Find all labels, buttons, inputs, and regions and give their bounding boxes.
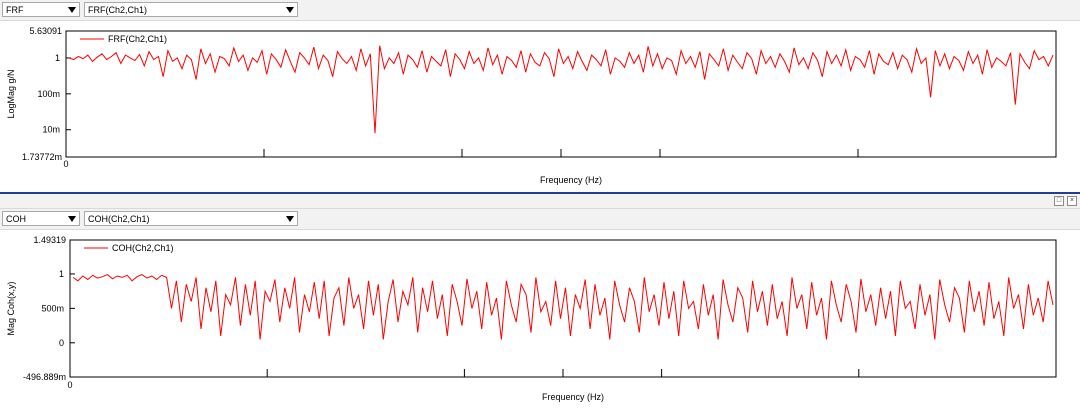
y-tick-label: 0 bbox=[59, 338, 64, 348]
y-tick-label: 100m bbox=[37, 89, 60, 99]
chevron-down-icon bbox=[68, 216, 76, 222]
y-max-label: 5.63091 bbox=[29, 26, 62, 36]
coh-plot[interactable]: 1.49319 -496.889m 1 500m 0 0 Frequency (Hz) Mag… bbox=[0, 230, 1080, 408]
close-icon: × bbox=[1069, 197, 1075, 204]
frf-function-select[interactable]: FRF bbox=[2, 2, 80, 17]
x-start-label: 0 bbox=[63, 159, 68, 169]
plot-frame bbox=[69, 239, 1057, 378]
coh-function-select-value: COH bbox=[6, 214, 26, 224]
series-line bbox=[68, 45, 1054, 134]
x-start-label: 0 bbox=[67, 380, 72, 390]
y-tick-label: 1 bbox=[59, 269, 64, 279]
chevron-down-icon bbox=[286, 216, 294, 222]
y-tick-label: 10m bbox=[42, 125, 60, 135]
x-axis-label: Frequency (Hz) bbox=[542, 392, 604, 402]
frf-plot[interactable]: 5.63091 1.73772m 1 100m 10m 0 Frequency (Hz) Lo… bbox=[0, 21, 1080, 192]
y-axis-label: LogMag g/N bbox=[6, 69, 16, 118]
restore-window-button[interactable]: □ bbox=[1054, 196, 1064, 206]
series-line bbox=[72, 274, 1054, 340]
y-tick-label: 500m bbox=[41, 303, 64, 313]
y-tick-label: 1 bbox=[55, 53, 60, 63]
legend-label: COH(Ch2,Ch1) bbox=[112, 243, 174, 253]
coh-function-select[interactable]: COH bbox=[2, 211, 80, 226]
coh-channel-select[interactable]: COH(Ch2,Ch1) bbox=[84, 211, 298, 226]
coh-channel-select-value: COH(Ch2,Ch1) bbox=[88, 214, 150, 224]
x-axis-label: Frequency (Hz) bbox=[540, 175, 602, 185]
frf-channel-select[interactable]: FRF(Ch2,Ch1) bbox=[84, 2, 298, 17]
panel-header-bar bbox=[0, 194, 1080, 209]
coh-toolbar: COH COH(Ch2,Ch1) bbox=[0, 209, 1080, 230]
y-min-label: -496.889m bbox=[23, 372, 66, 382]
plot-frame bbox=[65, 30, 1057, 158]
restore-icon: □ bbox=[1056, 197, 1062, 204]
y-min-label: 1.73772m bbox=[22, 152, 62, 162]
legend-label: FRF(Ch2,Ch1) bbox=[108, 34, 167, 44]
chevron-down-icon bbox=[286, 7, 294, 13]
frf-function-select-value: FRF bbox=[6, 5, 24, 15]
close-window-button[interactable]: × bbox=[1067, 196, 1077, 206]
frf-channel-select-value: FRF(Ch2,Ch1) bbox=[88, 5, 148, 15]
y-max-label: 1.49319 bbox=[33, 235, 66, 245]
y-axis-label: Mag Coh(x,y) bbox=[6, 281, 16, 335]
frf-toolbar: FRF FRF(Ch2,Ch1) bbox=[0, 0, 1080, 21]
chevron-down-icon bbox=[68, 7, 76, 13]
panel-separator bbox=[0, 192, 1080, 194]
